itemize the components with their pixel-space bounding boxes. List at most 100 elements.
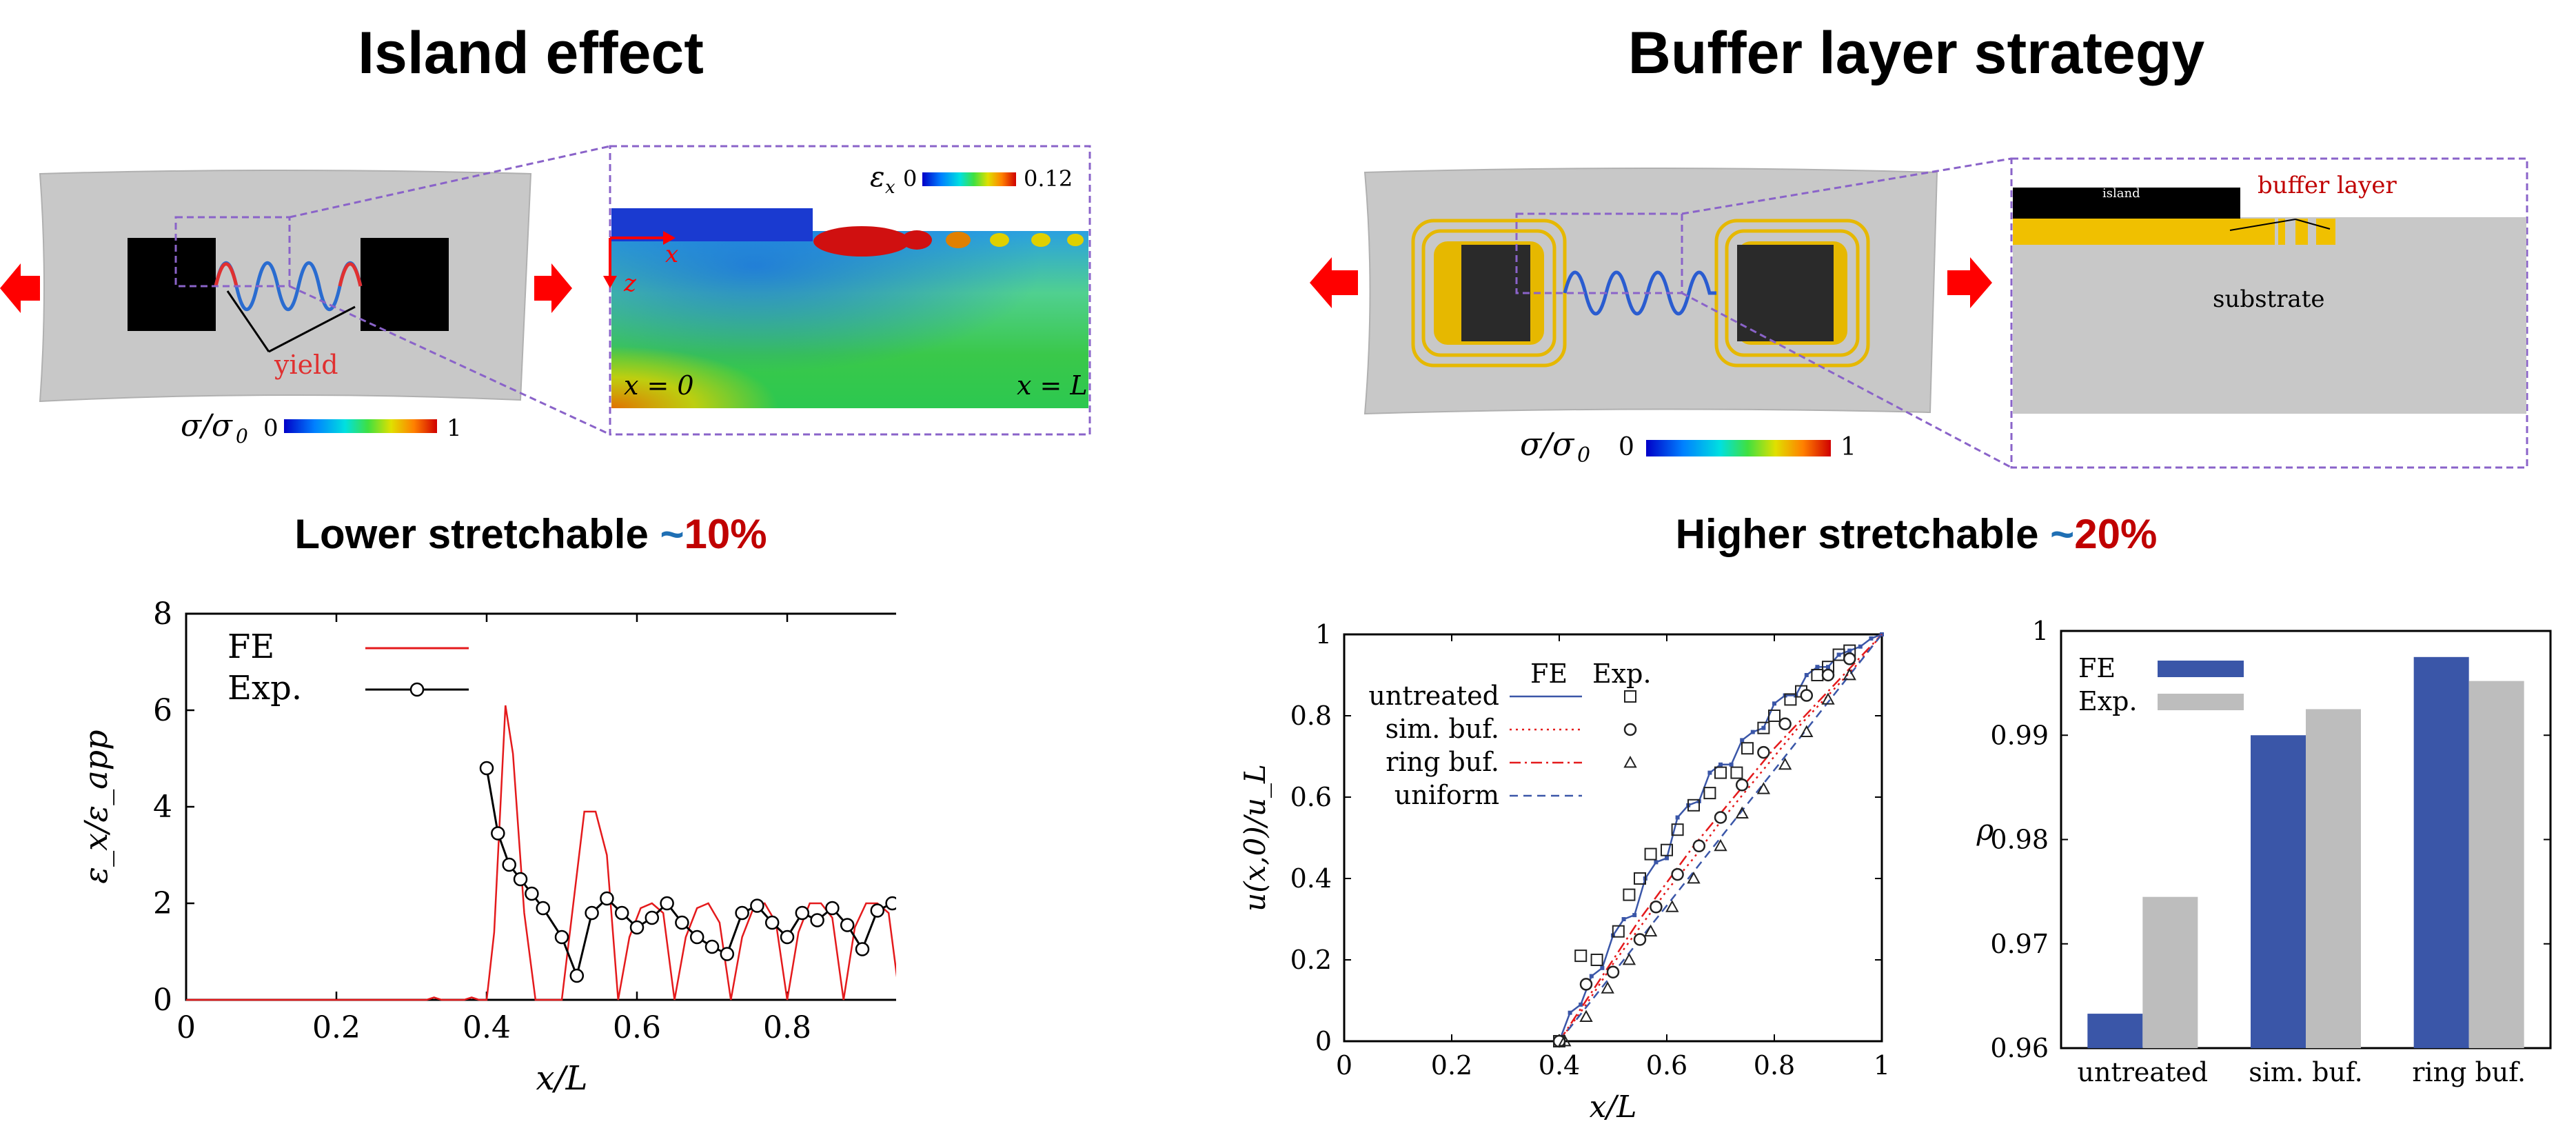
bar-fe [2413, 656, 2469, 1048]
data-point [1761, 725, 1766, 730]
data-point [1675, 815, 1680, 820]
data-point [810, 913, 824, 927]
data-point [1600, 965, 1605, 970]
colorbar2-symbol: ε [870, 161, 884, 193]
series-line-simbuf [1558, 634, 1883, 1042]
exp-point-square [1612, 925, 1625, 938]
exp-point-circle [1757, 745, 1770, 759]
y-tick-label: 2 [153, 886, 172, 921]
exp-point-square [1741, 742, 1754, 755]
plot-frame [1343, 633, 1883, 1043]
y-tick-label: 0.96 [1990, 1033, 2049, 1063]
legend-label: Exp. [227, 669, 302, 707]
legend-swatch [2158, 661, 2244, 677]
exp-point-circle [1843, 652, 1856, 665]
legend-swatch [2158, 694, 2244, 710]
exp-point-circle [1735, 779, 1749, 792]
exp-point-circle [1579, 978, 1593, 991]
zoom-x0-label: x = 0 [624, 370, 694, 401]
legend-marker [409, 682, 425, 697]
data-point [1858, 644, 1863, 649]
y-tick-label: 0.99 [1990, 720, 2049, 750]
exp-point-triangle [1800, 725, 1814, 737]
exp-point-square [1768, 710, 1781, 722]
data-point [554, 930, 569, 945]
exp-point-square [1661, 843, 1673, 856]
exp-point-triangle [1622, 952, 1636, 965]
category-label: sim. buf. [2249, 1057, 2362, 1087]
legend-label: untreated [1368, 681, 1499, 711]
series-line-uniform [1559, 634, 1883, 1042]
legend-marker [1624, 690, 1636, 703]
y-axis-label: ε_x/ε_app [77, 730, 114, 883]
data-point [502, 857, 516, 872]
data-point [1740, 738, 1745, 743]
exp-point-triangle [1643, 924, 1658, 937]
rho-bar-chart: 0.96 0.97 0.98 0.99 1 ρ untreated sim. buf. ring… [1976, 616, 2552, 1087]
data-point [1815, 665, 1820, 670]
exp-point-triangle [1558, 1034, 1572, 1047]
legend-label: ring buf. [1386, 747, 1499, 777]
category-label: ring buf. [2412, 1057, 2526, 1087]
exp-point-triangle [1665, 900, 1679, 912]
y-tick-label: 0.2 [1290, 945, 1332, 975]
left-title: Island effect [358, 20, 704, 86]
exp-point-square [1574, 950, 1588, 963]
x-tick-label: 0.6 [1646, 1050, 1687, 1081]
data-point [1729, 762, 1734, 767]
zoom-z-axis-label: z [623, 270, 637, 297]
x-tick-label: 0 [1336, 1050, 1352, 1081]
data-point [1804, 673, 1809, 677]
exp-point-circle [1821, 668, 1835, 682]
colorbar1-max: 1 [447, 414, 462, 442]
island-simulation-figure: yield σ/σ 0 0 1 x z x = 0 x = L ε x 0 0.… [0, 145, 1091, 448]
y-tick-label: 6 [153, 693, 172, 728]
data-point [1750, 730, 1755, 734]
exp-point-square [1703, 787, 1716, 800]
displacement-chart: 0 0.2 0.4 0.6 0.8 1 0 0.2 0.4 0.6 0.8 1 x/L u(x,0)/u_… [1238, 619, 1890, 1125]
right-title: Buffer layer strategy [1627, 20, 2205, 86]
legend-marker [1623, 755, 1637, 768]
buffer-simulation-figure: σ/σ 0 0 1 island buffer layer substrate [1310, 157, 2528, 469]
exp-point-square [1757, 721, 1770, 734]
data-point [735, 905, 749, 921]
y-tick-label: 0 [153, 983, 172, 1018]
exp-point-circle [1778, 717, 1792, 731]
legend-marker [1623, 723, 1637, 736]
exp-point-circle [1800, 689, 1814, 702]
zoom-x-axis-label: x [665, 241, 678, 268]
y-tick-label: 1 [2032, 616, 2049, 646]
exp-point-square [1687, 798, 1700, 812]
data-point [704, 939, 720, 954]
x-tick-label: 0.2 [1431, 1050, 1472, 1081]
exp-point-square [1644, 847, 1657, 861]
data-point [1568, 1010, 1572, 1015]
data-point [1707, 770, 1712, 775]
exp-point-square [1730, 766, 1743, 779]
data-point [1654, 860, 1659, 865]
exp-point-square [1634, 872, 1646, 885]
y-tick-label: 8 [153, 596, 172, 632]
data-point [660, 896, 674, 911]
data-point [720, 947, 735, 961]
data-point [825, 901, 840, 916]
data-point [885, 896, 896, 911]
legend-label: uniform [1395, 780, 1499, 810]
exp-point-triangle [1756, 782, 1771, 794]
data-point [764, 915, 780, 930]
legend-label: Exp. [2078, 686, 2138, 716]
data-point [1836, 652, 1841, 657]
data-point [479, 761, 494, 776]
colorbar1-sub: 0 [236, 425, 248, 448]
data-point [525, 886, 539, 901]
data-point [1579, 1002, 1583, 1007]
exp-point-triangle [1714, 838, 1727, 852]
exp-point-triangle [1821, 692, 1835, 705]
data-point [1772, 701, 1776, 706]
data-point [675, 915, 689, 930]
exp-point-triangle [1843, 667, 1856, 681]
data-point [585, 905, 599, 921]
exp-point-triangle [1735, 806, 1749, 818]
series-line-exp [485, 767, 896, 980]
